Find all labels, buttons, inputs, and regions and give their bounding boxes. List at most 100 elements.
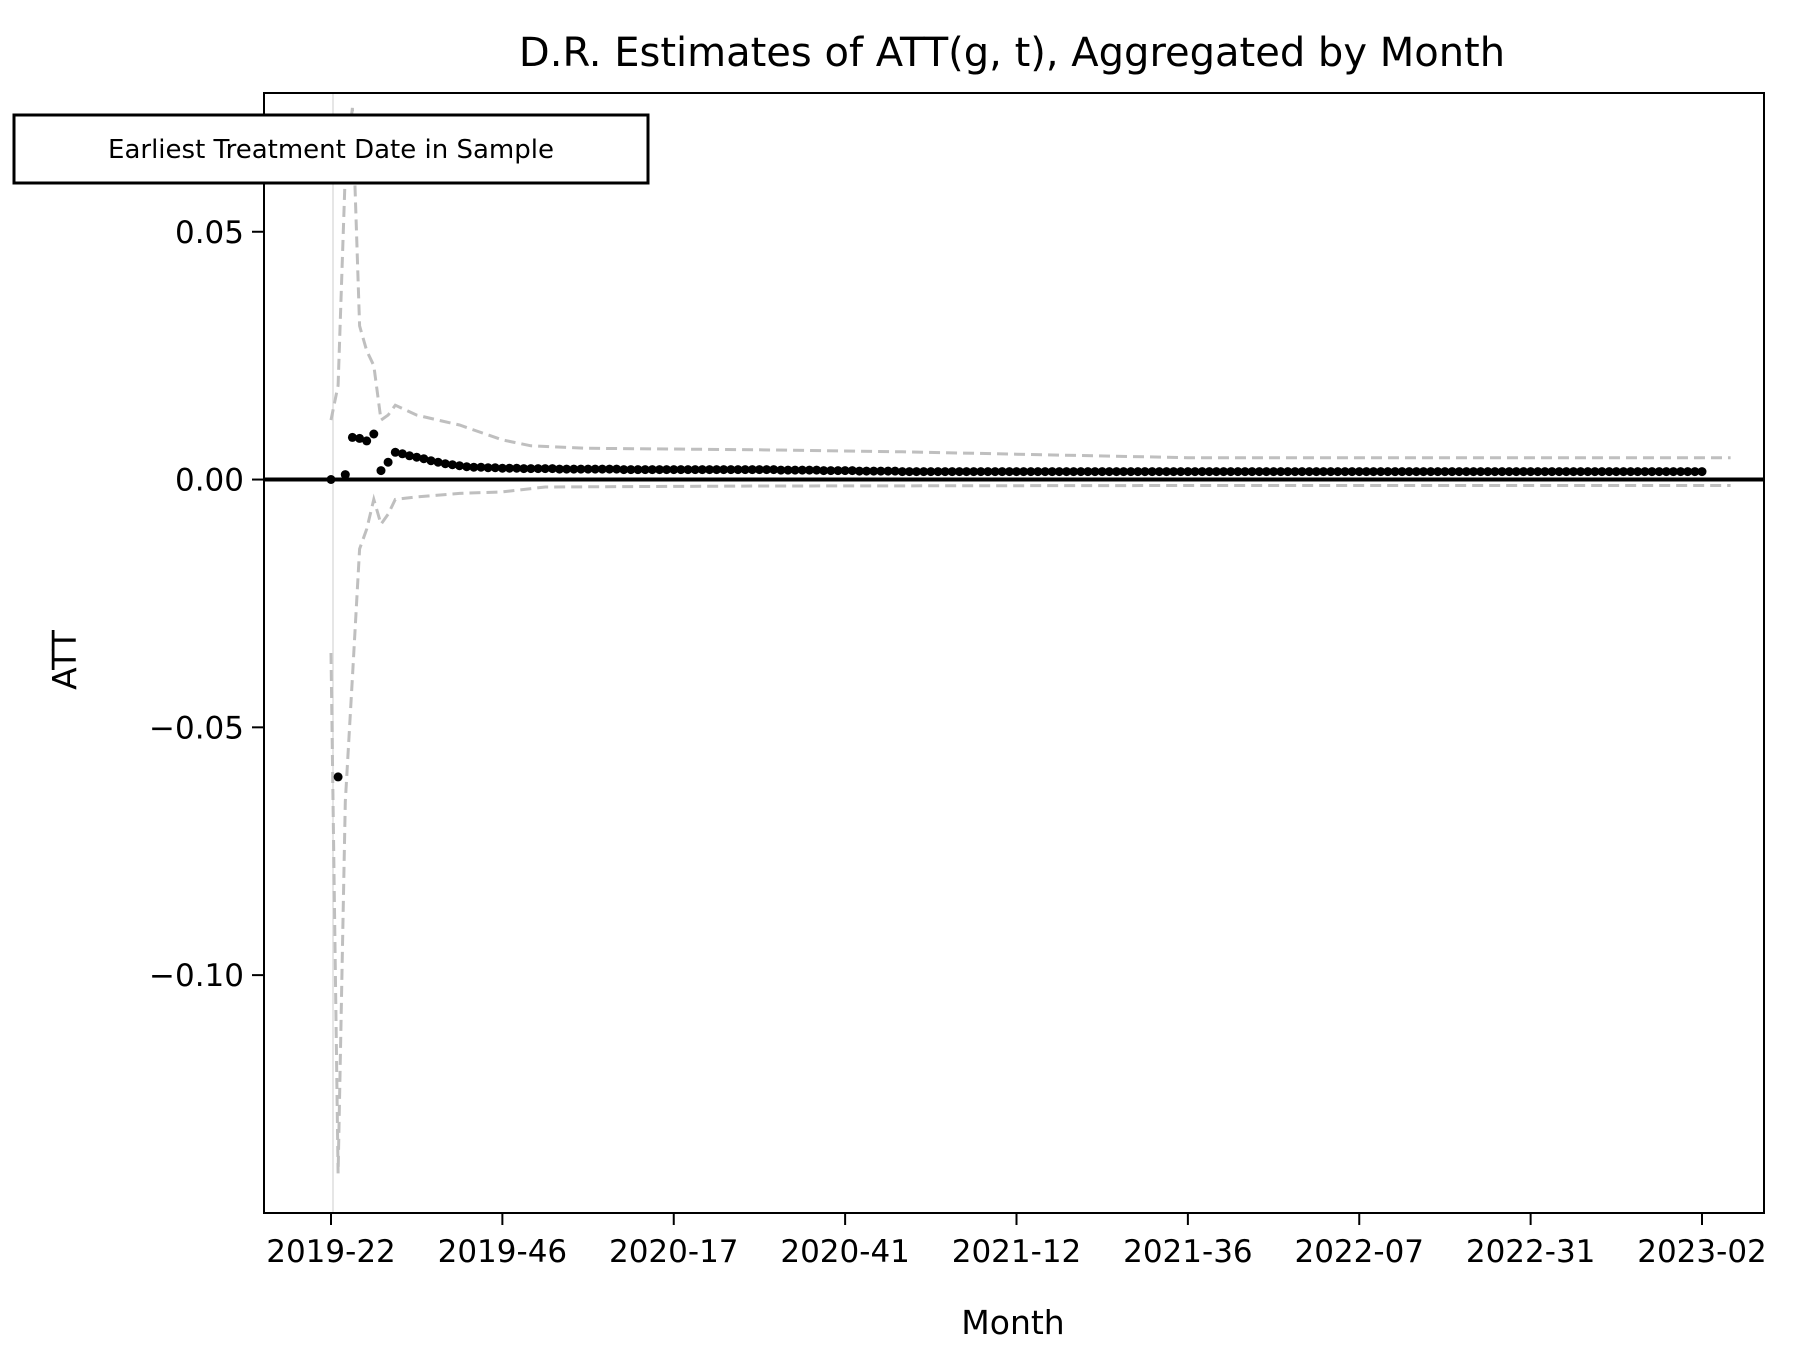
data-point (576, 464, 586, 474)
data-point (1419, 467, 1428, 477)
data-point (1104, 467, 1114, 477)
data-point (640, 465, 650, 475)
data-point (1112, 467, 1121, 477)
confidence-band-layer (329, 107, 1731, 1174)
data-point (383, 457, 393, 467)
data-point (719, 465, 729, 475)
data-point (1254, 467, 1264, 477)
data-point (854, 466, 864, 476)
data-point (904, 467, 914, 477)
data-point (505, 463, 514, 473)
data-point (1133, 467, 1143, 477)
data-point (876, 466, 886, 476)
data-point (1140, 467, 1150, 477)
data-point (597, 464, 607, 474)
treatment-annotation-text: Earliest Treatment Date in Sample (108, 135, 554, 165)
data-point (1176, 467, 1186, 477)
data-point (733, 465, 743, 475)
data-point (1483, 467, 1493, 477)
data-point (812, 465, 822, 475)
data-point (1397, 467, 1407, 477)
data-point (1162, 467, 1171, 477)
data-point (369, 429, 379, 439)
data-point (1511, 467, 1521, 477)
data-point (483, 463, 493, 473)
y-axis-ticks: 0.05 0.00 −0.05 −0.10 (149, 215, 264, 994)
data-point (1554, 467, 1564, 477)
data-point (997, 467, 1007, 477)
data-point (1147, 467, 1157, 477)
data-point (497, 463, 507, 473)
data-point (862, 466, 871, 476)
x-tick-label: 2020-17 (609, 1234, 739, 1270)
data-point (926, 467, 936, 477)
data-point (347, 432, 357, 442)
data-point (1211, 467, 1221, 477)
data-point (912, 467, 921, 477)
data-point (919, 467, 929, 477)
data-point (683, 465, 693, 475)
data-point (390, 447, 400, 457)
ci-upper-line (329, 107, 1731, 460)
data-point (633, 465, 643, 475)
data-point (797, 465, 807, 475)
data-point (1004, 467, 1014, 477)
data-point (1054, 467, 1064, 477)
data-point (1626, 467, 1636, 477)
data-point (1069, 467, 1079, 477)
data-point (819, 466, 829, 476)
data-point (1026, 467, 1036, 477)
data-point (676, 465, 686, 475)
data-point (1076, 467, 1086, 477)
data-point (690, 465, 700, 475)
treatment-annotation-box (12, 113, 650, 185)
data-point (1454, 467, 1464, 477)
data-point (940, 467, 950, 477)
data-point (1269, 467, 1279, 477)
data-point (1012, 467, 1021, 477)
data-point (1290, 467, 1300, 477)
y-tick-label: −0.10 (149, 958, 244, 994)
data-point (1490, 467, 1500, 477)
data-point (426, 456, 436, 466)
data-point (1183, 467, 1193, 477)
data-point (1540, 467, 1550, 477)
data-point (697, 465, 707, 475)
y-tick-label: 0.05 (175, 215, 244, 251)
data-point (1169, 467, 1179, 477)
data-point (1376, 467, 1386, 477)
data-point (1033, 467, 1043, 477)
data-point (1283, 467, 1293, 477)
data-point (455, 461, 464, 471)
data-point (1647, 467, 1657, 477)
data-point (847, 466, 857, 476)
data-point (1383, 467, 1393, 477)
data-point (562, 464, 572, 474)
data-point (1561, 467, 1571, 477)
data-point (762, 465, 772, 475)
data-point (1361, 467, 1371, 477)
data-point (1097, 467, 1107, 477)
data-point (726, 465, 736, 475)
data-point (783, 465, 793, 475)
data-point (1233, 467, 1243, 477)
data-point (662, 465, 672, 475)
data-point (1447, 467, 1457, 477)
data-point (1261, 467, 1271, 477)
data-point (1190, 467, 1200, 477)
data-point (1219, 467, 1229, 477)
data-point (712, 465, 722, 475)
data-point (1333, 467, 1343, 477)
data-point (1304, 467, 1314, 477)
data-point (1404, 467, 1414, 477)
data-point (947, 467, 957, 477)
data-point (1569, 467, 1578, 477)
data-point (333, 772, 343, 782)
data-point (1440, 467, 1450, 477)
data-point (512, 463, 522, 473)
data-point (1547, 467, 1557, 477)
data-point (897, 467, 907, 477)
data-point (469, 462, 479, 472)
data-point (547, 464, 557, 474)
data-point (447, 460, 457, 470)
